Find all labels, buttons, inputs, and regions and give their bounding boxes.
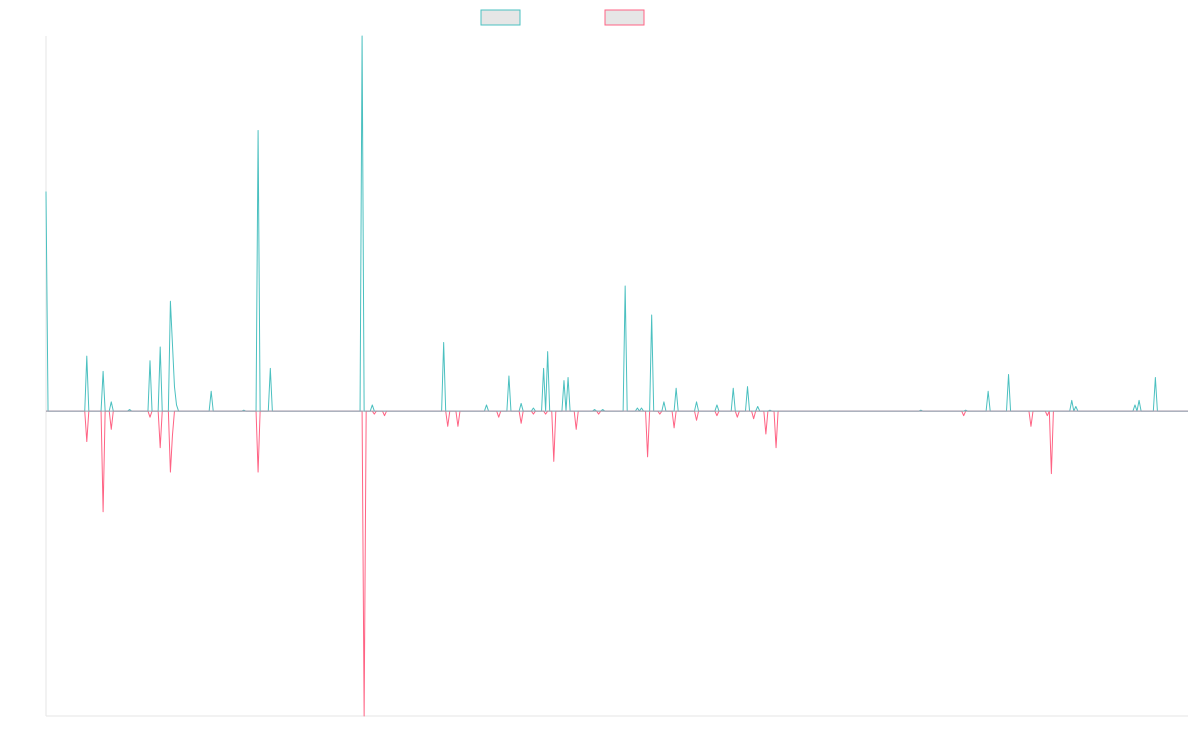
legend-swatch-1[interactable] — [480, 9, 521, 26]
series-line-2 — [46, 410, 1188, 717]
legend-swatch-2[interactable] — [604, 9, 645, 26]
series-line-1 — [45, 35, 1188, 412]
axes — [45, 36, 1188, 717]
legend — [480, 9, 645, 26]
series-layer — [45, 35, 1188, 717]
